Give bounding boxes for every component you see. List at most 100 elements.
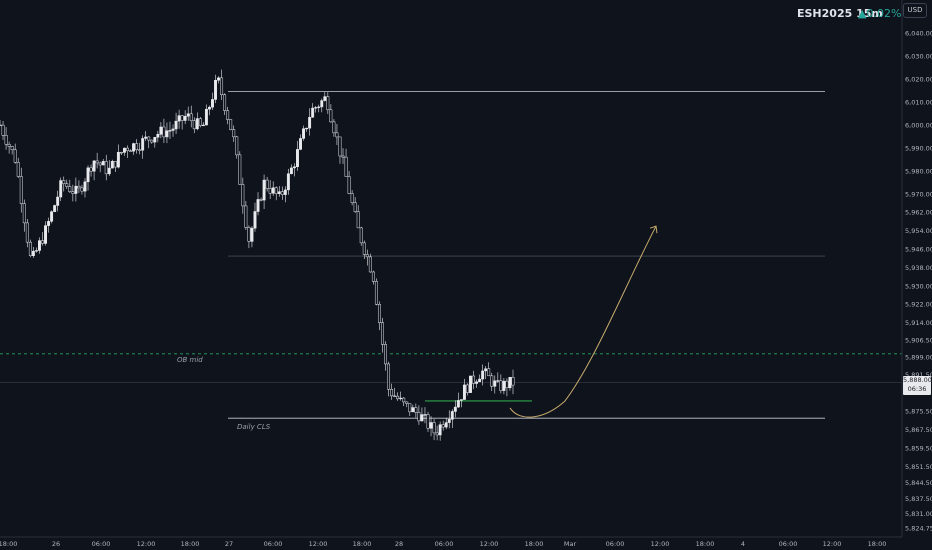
- candle-body: [156, 134, 160, 138]
- price-tick-label: 5,875.50: [905, 408, 932, 416]
- candle-body: [478, 378, 482, 383]
- candle-body: [268, 188, 272, 194]
- price-tick-label: 5,930.00: [905, 282, 932, 290]
- candle-body: [86, 167, 90, 183]
- candle-body: [377, 304, 381, 323]
- time-tick-label: 06:00: [606, 540, 625, 548]
- candle-body: [271, 187, 275, 194]
- candle-body: [396, 395, 400, 400]
- last-price-tag: 5,888.00 06:36: [903, 375, 932, 395]
- candle-body: [244, 205, 248, 228]
- candle-body: [408, 403, 412, 413]
- candle-body: [277, 191, 281, 194]
- candle-body: [405, 401, 409, 404]
- annotation-ob-mid: OB mid: [177, 356, 203, 364]
- time-tick-label: 12:00: [309, 540, 328, 548]
- candle-body: [472, 375, 475, 384]
- candle-body: [417, 412, 421, 422]
- candle-body: [68, 186, 72, 193]
- candle-body: [186, 113, 190, 117]
- price-tick-label: 6,030.00: [905, 52, 932, 60]
- candle-body: [204, 108, 208, 126]
- candle-body: [50, 211, 54, 222]
- candle-body: [499, 380, 503, 391]
- price-tick-label: 5,859.50: [905, 444, 932, 452]
- candle-body: [317, 106, 321, 108]
- time-tick-label: 18:00: [868, 540, 887, 548]
- candle-body: [119, 152, 123, 154]
- candle-body: [469, 375, 472, 393]
- candle-body: [329, 109, 333, 123]
- candle-body: [481, 370, 485, 380]
- time-axis[interactable]: 18:00 26 06:00 12:00 18:00 27 06:00 12:00 18:00 2…: [0, 540, 886, 548]
- candle-body: [280, 191, 284, 195]
- candle-body: [390, 388, 394, 397]
- candle-body: [229, 119, 233, 130]
- time-tick-label: Mar: [564, 540, 577, 548]
- candle-body: [10, 146, 14, 151]
- candle-body: [362, 242, 366, 255]
- candle-body: [511, 376, 515, 386]
- price-tick-label: 5,824.75: [905, 524, 932, 532]
- candle-body: [356, 211, 360, 229]
- candle-body: [253, 211, 257, 229]
- candle-body: [153, 137, 157, 143]
- candle-body: [147, 136, 151, 141]
- time-tick-label: 06:00: [264, 540, 283, 548]
- candle-body: [211, 99, 214, 108]
- candle-body: [198, 118, 202, 126]
- price-tick-label: 5,922.00: [905, 301, 932, 309]
- candle-body: [220, 77, 224, 96]
- candle-body: [296, 149, 299, 167]
- candle-body: [283, 189, 287, 195]
- candle-body: [19, 176, 23, 204]
- candle-body: [350, 193, 354, 203]
- candle-body: [308, 117, 312, 129]
- candle-body: [162, 126, 166, 138]
- price-tick-label: 5,962.00: [905, 209, 932, 217]
- candle-body: [71, 191, 75, 194]
- price-tick-label: 5,954.00: [905, 227, 932, 235]
- horizontal-levels: [0, 91, 902, 419]
- price-tick-label: 5,980.00: [905, 167, 932, 175]
- candle-body: [13, 149, 17, 163]
- candle-body: [89, 167, 93, 172]
- currency-button[interactable]: USD: [903, 3, 927, 18]
- price-tick-label: 5,906.50: [905, 336, 932, 344]
- candle-body: [314, 107, 318, 109]
- candle-body: [453, 406, 457, 412]
- price-axis[interactable]: 6,040.00 6,030.00 6,020.00 6,010.00 6,000.00…: [905, 29, 932, 532]
- candle-body: [7, 144, 11, 147]
- candle-body: [126, 147, 129, 152]
- price-tick-label: 5,946.00: [905, 246, 932, 254]
- candle-body: [496, 380, 500, 382]
- projection-arrow: [509, 225, 657, 418]
- candle-body: [456, 400, 460, 408]
- candle-body: [214, 80, 217, 100]
- candle-body: [341, 155, 345, 158]
- candle-body: [332, 121, 336, 134]
- candle-body: [77, 185, 81, 189]
- candle-body: [65, 183, 69, 187]
- candle-body: [41, 240, 44, 244]
- candle-body: [286, 173, 290, 191]
- candle-body: [292, 166, 296, 169]
- candle-body: [508, 376, 512, 389]
- candle-body: [116, 152, 120, 168]
- candle-body: [110, 160, 114, 169]
- candle-body: [28, 241, 32, 256]
- price-tick-label: 5,990.00: [905, 144, 932, 152]
- candle-body: [123, 147, 126, 153]
- candle-body: [368, 256, 372, 273]
- candle-body: [426, 414, 430, 429]
- candle-body: [144, 136, 148, 139]
- candle-body: [168, 130, 172, 132]
- candle-body: [466, 384, 469, 393]
- candle-body: [320, 100, 324, 108]
- candle-body: [274, 187, 278, 194]
- candle-body: [387, 363, 390, 390]
- time-tick-label: 28: [395, 540, 403, 548]
- candle-body: [335, 132, 339, 138]
